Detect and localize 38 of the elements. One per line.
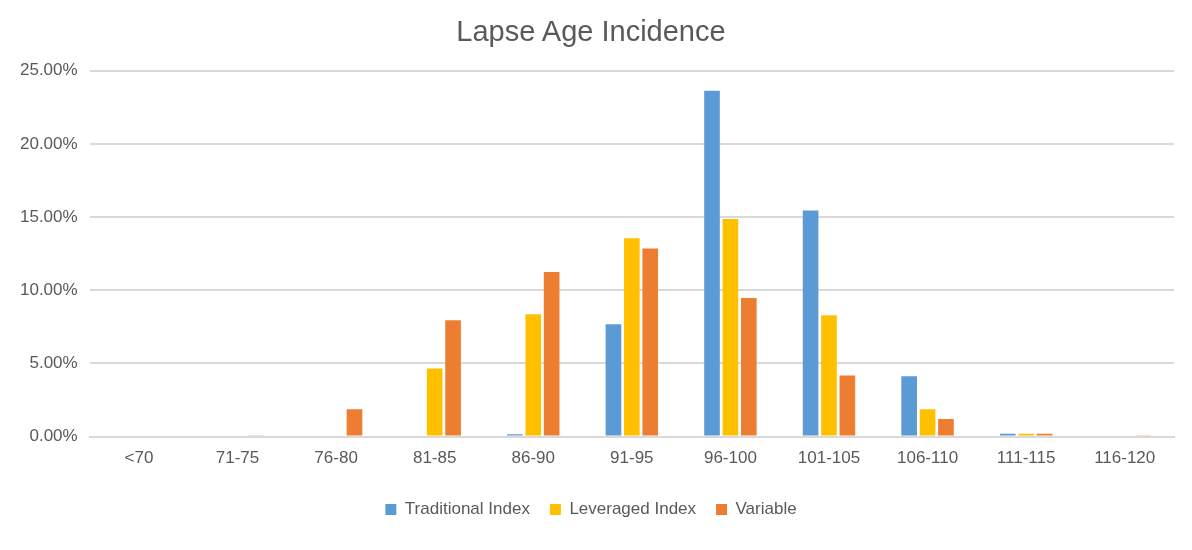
bar xyxy=(426,368,443,436)
x-tick-label: 81-85 xyxy=(412,448,457,468)
bar xyxy=(445,320,461,436)
bar xyxy=(740,297,757,436)
x-tick-label: 71-75 xyxy=(215,448,260,468)
y-tick-label: 5.00% xyxy=(29,353,78,373)
bar xyxy=(901,376,917,436)
y-tick-label: 25.00% xyxy=(19,60,78,80)
x-tick-label: <70 xyxy=(124,448,154,468)
bar xyxy=(821,315,837,436)
bar xyxy=(919,409,936,436)
x-tick-label: 106-110 xyxy=(896,448,959,468)
chart-title: Lapse Age Incidence xyxy=(456,15,726,48)
bar xyxy=(525,314,542,436)
legend-label: Leveraged Index xyxy=(569,499,697,519)
bar xyxy=(346,409,363,436)
bar xyxy=(642,248,659,436)
x-tick-label: 116-120 xyxy=(1094,448,1156,468)
y-tick-label: 0.00% xyxy=(29,426,78,446)
x-tick-label: 86-90 xyxy=(511,448,555,468)
y-tick-label: 10.00% xyxy=(19,279,78,299)
legend-label: Traditional Index xyxy=(404,499,531,519)
bar xyxy=(839,375,856,436)
y-tick-label: 20.00% xyxy=(19,133,78,153)
bar xyxy=(704,90,720,436)
x-tick-label: 111-115 xyxy=(996,448,1056,468)
x-tick-label: 101-105 xyxy=(797,448,861,468)
bar xyxy=(722,219,739,436)
y-tick-label: 15.00% xyxy=(19,206,78,226)
bar xyxy=(543,271,560,436)
x-tick-label: 91-95 xyxy=(610,448,654,468)
x-tick-label: 76-80 xyxy=(314,448,358,468)
bar xyxy=(938,418,954,436)
legend-label: Variable xyxy=(735,499,797,519)
bar xyxy=(605,324,622,436)
x-tick-label: 96-100 xyxy=(703,448,757,468)
bar xyxy=(802,210,819,436)
bar xyxy=(624,238,640,436)
